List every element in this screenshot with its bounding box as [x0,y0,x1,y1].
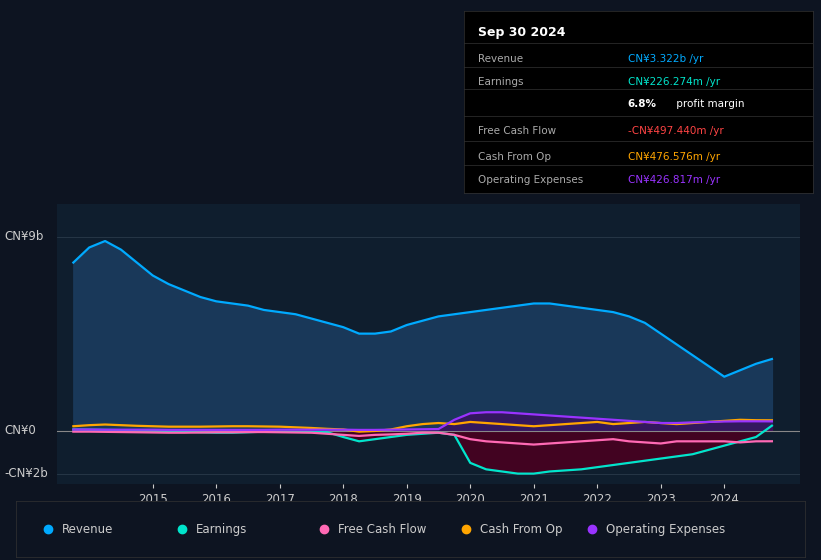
Text: CN¥226.274m /yr: CN¥226.274m /yr [628,77,720,87]
Text: Operating Expenses: Operating Expenses [606,522,725,536]
Text: Cash From Op: Cash From Op [479,522,562,536]
Text: Cash From Op: Cash From Op [478,152,551,162]
Text: CN¥476.576m /yr: CN¥476.576m /yr [628,152,720,162]
Text: Sep 30 2024: Sep 30 2024 [478,26,566,39]
Text: Revenue: Revenue [478,54,523,63]
Text: CN¥9b: CN¥9b [4,230,44,243]
Text: Operating Expenses: Operating Expenses [478,175,583,185]
Text: Earnings: Earnings [196,522,247,536]
Text: Free Cash Flow: Free Cash Flow [338,522,426,536]
Text: CN¥3.322b /yr: CN¥3.322b /yr [628,54,704,63]
Text: Free Cash Flow: Free Cash Flow [478,127,556,136]
Text: -CN¥2b: -CN¥2b [4,467,48,480]
Text: profit margin: profit margin [673,99,745,109]
Text: Earnings: Earnings [478,77,523,87]
Text: Revenue: Revenue [62,522,113,536]
Text: 6.8%: 6.8% [628,99,657,109]
Text: -CN¥497.440m /yr: -CN¥497.440m /yr [628,127,723,136]
Text: CN¥0: CN¥0 [4,424,36,437]
Text: CN¥426.817m /yr: CN¥426.817m /yr [628,175,720,185]
